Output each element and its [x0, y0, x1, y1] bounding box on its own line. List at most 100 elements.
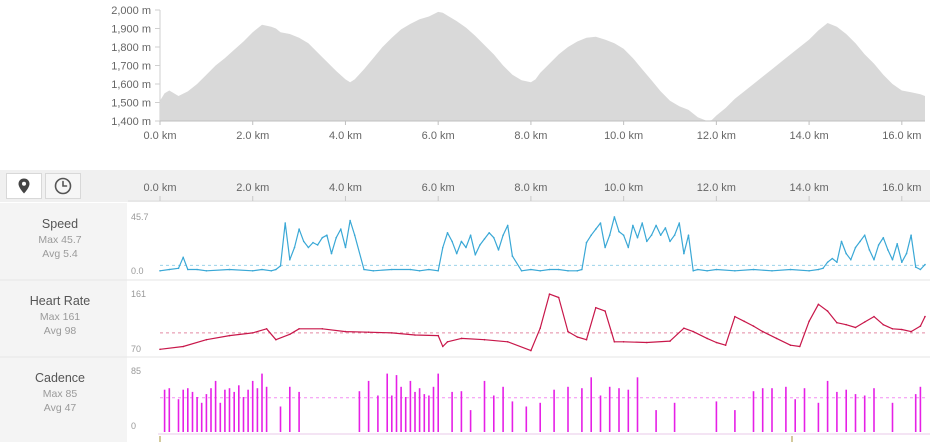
speed-point	[557, 268, 560, 271]
heart-rate-point	[182, 345, 184, 348]
heart-rate-point	[437, 334, 440, 337]
speed-point	[196, 268, 198, 271]
cadence-avg: Avg 47	[43, 402, 77, 414]
speed-point	[187, 268, 189, 271]
speed-point	[488, 232, 491, 234]
speed-point	[771, 270, 773, 272]
heart-rate-top-tick: 161	[131, 289, 146, 299]
speed-point	[632, 224, 634, 227]
speed-point	[650, 234, 653, 236]
speed-point	[349, 219, 351, 222]
heart-rate-point	[548, 293, 551, 295]
speed-point	[177, 267, 180, 270]
speed-point	[618, 230, 620, 233]
heart-rate-point	[706, 337, 708, 340]
speed-point	[836, 261, 838, 263]
speed-point	[182, 256, 184, 259]
heart-rate-point	[817, 303, 820, 306]
elevation-area	[160, 11, 925, 121]
speed-point	[548, 268, 551, 271]
speed-point	[455, 252, 458, 255]
heart-rate-point	[808, 320, 810, 323]
speed-point	[493, 236, 495, 239]
speed-point	[270, 270, 273, 272]
speed-point	[442, 246, 444, 249]
speed-point	[641, 222, 643, 224]
heart-rate-point	[205, 338, 208, 341]
cadence-label: Cadence	[34, 371, 86, 385]
elevation-x-tick-label: 12.0 km	[697, 130, 736, 142]
speed-point	[914, 266, 917, 268]
elevation-y-tick-label: 1,900 m	[111, 24, 151, 36]
speed-point	[687, 234, 690, 236]
speed-point	[307, 246, 310, 249]
cadence-bottom-tick: 0	[131, 421, 136, 431]
heart-rate-point	[919, 325, 922, 327]
speed-point	[391, 268, 393, 271]
speed-point	[506, 224, 509, 227]
speed-point	[608, 234, 611, 236]
map-view-button[interactable]	[6, 173, 42, 199]
heart-rate-point	[506, 341, 509, 343]
speed-point	[581, 268, 583, 271]
heart-rate-label-block: Heart Rate Max 161 Avg 98	[0, 294, 120, 337]
speed-point	[919, 268, 922, 271]
speed-point	[664, 227, 667, 229]
speed-point	[474, 254, 477, 256]
heart-rate-point	[265, 328, 268, 330]
speed-point	[465, 246, 467, 249]
heart-rate-point	[298, 328, 300, 330]
speed-top-tick: 45.7	[131, 212, 149, 222]
elevation-y-tick-label: 1,400 m	[111, 116, 151, 128]
speed-point	[437, 270, 440, 272]
cadence-top-tick: 85	[131, 366, 141, 376]
elevation-x-tick-label: 0.0 km	[143, 130, 176, 142]
toolbar-x-tick-label: 8.0 km	[514, 182, 547, 194]
heart-rate-point	[752, 325, 755, 327]
speed-point	[789, 268, 792, 271]
heart-rate-point	[692, 330, 694, 333]
speed-point	[205, 270, 208, 272]
heart-rate-point	[882, 323, 885, 326]
speed-point	[613, 216, 616, 218]
speed-avg: Avg 5.4	[42, 248, 78, 260]
heart-rate-point	[613, 341, 616, 343]
speed-point	[289, 258, 291, 261]
speed-point	[877, 244, 880, 246]
heart-rate-point	[854, 326, 857, 329]
heart-rate-point	[367, 331, 370, 333]
speed-point	[539, 270, 541, 272]
heart-rate-point	[646, 341, 648, 344]
speed-point	[159, 270, 161, 272]
heart-rate-chart	[159, 293, 926, 352]
heart-rate-point	[799, 345, 801, 348]
heart-rate-point	[789, 344, 792, 346]
speed-point	[298, 228, 300, 230]
speed-point	[655, 224, 657, 227]
heart-rate-point	[863, 321, 866, 323]
heart-rate-point	[845, 323, 847, 326]
speed-point	[340, 228, 342, 230]
speed-point	[511, 255, 514, 257]
elevation-x-tick-label: 16.0 km	[882, 130, 921, 142]
speed-max: Max 45.7	[38, 234, 82, 246]
speed-point	[321, 236, 324, 239]
speed-point	[863, 234, 866, 236]
toolbar-x-tick-label: 0.0 km	[143, 182, 176, 194]
heart-rate-point	[576, 336, 579, 338]
speed-point	[502, 234, 504, 236]
speed-point	[910, 234, 912, 236]
speed-label-block: Speed Max 45.7 Avg 5.4	[0, 217, 120, 260]
speed-point	[604, 246, 606, 249]
speed-point	[905, 252, 908, 255]
heart-rate-point	[891, 328, 894, 330]
heart-rate-point	[734, 315, 736, 318]
toolbar-distance-axis: 0.0 km 2.0 km 4.0 km 6.0 km 8.0 km 10.0 km 12.…	[128, 182, 930, 202]
heart-rate-point	[683, 327, 685, 329]
location-pin-icon	[18, 178, 30, 194]
elevation-y-tick-label: 1,600 m	[111, 79, 151, 91]
time-view-button[interactable]	[45, 173, 81, 199]
speed-point	[692, 270, 694, 272]
heart-rate-point	[669, 340, 671, 342]
speed-point	[344, 246, 347, 249]
